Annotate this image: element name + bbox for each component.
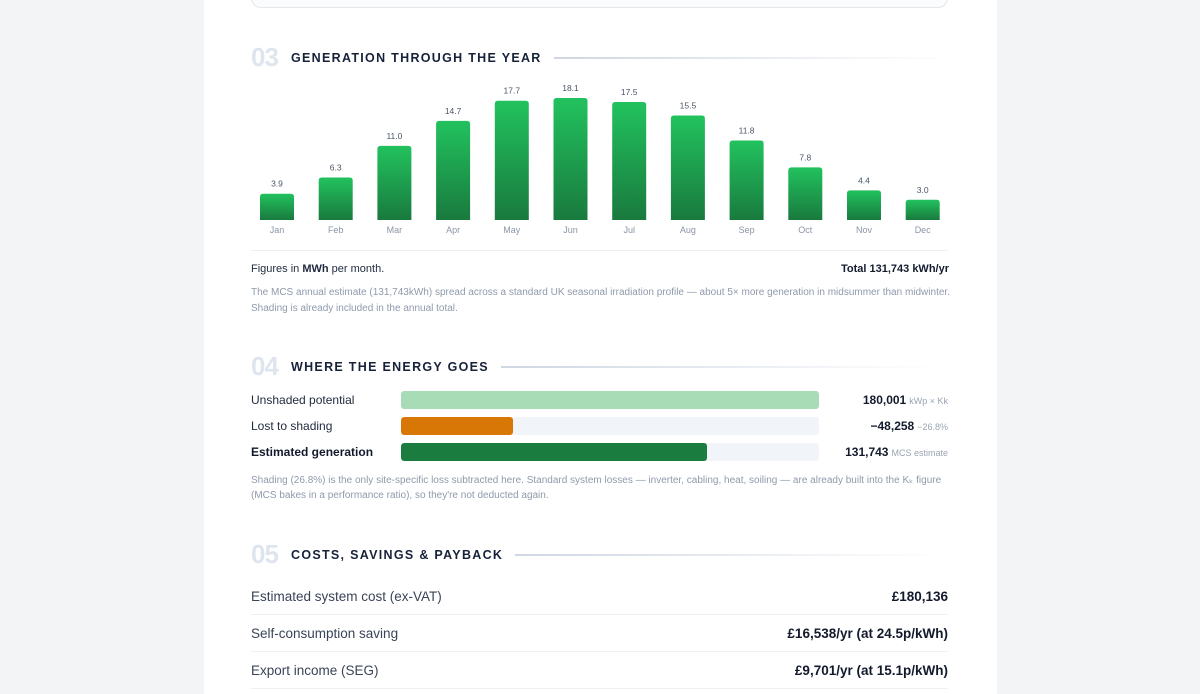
energy-row-label: Lost to shading	[251, 419, 333, 433]
section-rule	[515, 553, 946, 556]
energy-bar-track	[401, 391, 819, 409]
bar-dec	[905, 199, 940, 220]
energy-bar-fill	[401, 443, 707, 461]
cost-row-export-income: Export income (SEG) £9,701/yr (at 15.1p/…	[251, 652, 948, 689]
bar-jul	[612, 102, 647, 220]
monthly-generation-chart: 3.9 Jan 6.3 Feb 11.0 Mar 14.7 Apr 17.7 May 18.1 Jun…	[251, 80, 948, 240]
x-tick-label: Jun	[563, 225, 578, 235]
energy-row-value: −48,258 −26.8%	[871, 419, 949, 433]
cost-row-label: Self-consumption saving	[251, 625, 399, 641]
bar-value-label: 14.7	[445, 106, 462, 116]
cost-row-value: £9,701/yr (at 15.1p/kWh)	[794, 662, 948, 678]
x-tick-label: Jul	[623, 225, 635, 235]
bar-value-label: 4.4	[858, 175, 870, 185]
energy-value-unit: −26.8%	[917, 422, 948, 432]
figures-note-prefix: Figures in	[251, 263, 303, 275]
energy-bar-fill	[401, 417, 514, 435]
cost-row-system-cost: Estimated system cost (ex-VAT) £180,136	[251, 578, 948, 615]
energy-row-value: 180,001 kWp × Kk	[863, 393, 948, 407]
energy-row-label: Estimated generation	[251, 445, 374, 459]
bar-mar	[377, 145, 412, 220]
section-title: GENERATION THROUGH THE YEAR	[291, 50, 542, 65]
bar-may	[494, 100, 529, 220]
x-tick-label: Dec	[915, 225, 932, 235]
energy-description: Shading (26.8%) is the only site-specifi…	[251, 475, 942, 501]
cost-row-self-consumption: Self-consumption saving £16,538/yr (at 2…	[251, 615, 948, 652]
bar-value-label: 11.8	[739, 125, 755, 135]
x-tick-label: Aug	[680, 225, 696, 235]
energy-value-unit: MCS estimate	[891, 448, 948, 458]
energy-bar-track	[401, 443, 819, 461]
energy-bar-fill	[401, 391, 819, 409]
section-title: WHERE THE ENERGY GOES	[291, 359, 489, 374]
section-number: 05	[251, 539, 279, 569]
section-number: 04	[251, 351, 279, 381]
section-rule	[500, 365, 941, 368]
section-number: 03	[251, 42, 279, 72]
bar-value-label: 3.0	[917, 185, 929, 195]
bar-value-label: 15.5	[680, 101, 697, 111]
previous-section-card	[251, 0, 948, 8]
x-tick-label: Sep	[739, 225, 755, 235]
energy-row-value: 131,743 MCS estimate	[845, 445, 948, 459]
x-tick-label: May	[503, 225, 521, 235]
energy-row-estimated: Estimated generation 131,743 MCS estimate	[251, 443, 948, 461]
bar-feb	[318, 177, 353, 220]
figures-note-suffix: per month.	[328, 263, 385, 275]
x-tick-label: Mar	[387, 225, 403, 235]
bar-apr	[436, 120, 471, 220]
section-rule	[553, 56, 954, 59]
bar-value-label: 7.8	[799, 152, 811, 162]
energy-value-number: 131,743	[845, 445, 889, 459]
x-tick-label: Feb	[328, 225, 344, 235]
chart-canvas: 3.9 Jan 6.3 Feb 11.0 Mar 14.7 Apr 17.7 May 18.1 Jun…	[260, 83, 940, 235]
energy-value-unit: kWp × Kk	[909, 396, 948, 406]
energy-section-header: 04 WHERE THE ENERGY GOES	[251, 351, 941, 382]
cost-row-value: £180,136	[891, 588, 948, 604]
figures-note-unit: MWh	[302, 263, 329, 275]
bar-value-label: 17.7	[504, 86, 521, 96]
bar-value-label: 18.1	[562, 83, 579, 93]
costs-section-header: 05 COSTS, SAVINGS & PAYBACK	[251, 539, 946, 570]
x-tick-label: Nov	[856, 225, 873, 235]
annual-total: Total 131,743 kWh/yr	[840, 263, 949, 275]
bar-aug	[670, 115, 705, 220]
energy-row-unshaded: Unshaded potential 180,001 kWp × Kk	[251, 391, 948, 409]
bar-value-label: 6.3	[330, 163, 342, 173]
energy-value-number: 180,001	[862, 393, 907, 407]
cost-row-label: Export income (SEG)	[251, 662, 379, 678]
bar-oct	[788, 167, 823, 220]
report-page: 03 GENERATION THROUGH THE YEAR 3.9 Jan 6.3…	[204, 0, 997, 694]
energy-bar-track	[401, 417, 819, 435]
generation-section-header: 03 GENERATION THROUGH THE YEAR	[251, 42, 954, 73]
bar-nov	[847, 190, 881, 220]
chart-description: The MCS annual estimate (131,743kWh) spr…	[251, 287, 950, 314]
energy-row-label: Unshaded potential	[251, 393, 355, 407]
bar-value-label: 3.9	[271, 179, 283, 189]
bar-value-label: 11.0	[386, 131, 402, 141]
bar-value-label: 17.5	[621, 87, 638, 97]
section-title: COSTS, SAVINGS & PAYBACK	[291, 547, 504, 562]
bar-sep	[729, 140, 764, 220]
x-tick-label: Oct	[798, 225, 813, 235]
cost-row-label: Estimated system cost (ex-VAT)	[251, 588, 442, 604]
figures-note: Figures in MWh per month.	[251, 263, 384, 275]
x-tick-label: Jan	[270, 225, 285, 235]
bar-jun	[553, 98, 588, 220]
chart-divider	[251, 250, 948, 251]
bar-jan	[260, 193, 294, 220]
x-tick-label: Apr	[446, 225, 460, 235]
energy-value-number: −48,258	[870, 419, 915, 433]
energy-row-shading: Lost to shading −48,258 −26.8%	[251, 417, 948, 435]
cost-row-value: £16,538/yr (at 24.5p/kWh)	[787, 625, 948, 641]
